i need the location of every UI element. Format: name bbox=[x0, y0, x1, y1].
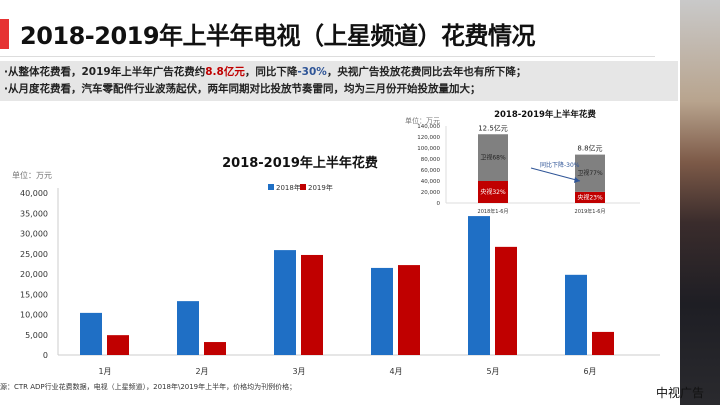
legend-swatch-2018 bbox=[268, 184, 274, 190]
inset-bar-cctv bbox=[478, 181, 508, 203]
bar-2019年-2月 bbox=[204, 342, 226, 355]
city-photo-strip bbox=[680, 0, 720, 405]
bar-2019年-1月 bbox=[107, 335, 129, 355]
source-note: 源：CTR ADP行业花费数据，电视（上星频道），2018年\2019年上半年，… bbox=[0, 383, 297, 391]
inset-label-satellite: 卫视77% bbox=[577, 169, 603, 177]
unit-label: 单位：万元 bbox=[12, 170, 52, 180]
inset-unit-label: 单位：万元 bbox=[405, 116, 440, 125]
trend-arrow-icon bbox=[530, 167, 581, 182]
inset-y-tick-label: 80,000 bbox=[421, 157, 441, 163]
bar-2019年-5月 bbox=[495, 246, 517, 355]
bar-2019年-6月 bbox=[592, 331, 614, 355]
y-tick-label: 40,000 bbox=[20, 189, 48, 198]
inset-total-label: 12.5亿元 bbox=[478, 123, 508, 132]
summary-line-1: ·从整体花费看，2019年上半年广告花费约8.8亿元，同比下降-30%，央视广告… bbox=[4, 64, 674, 81]
inset-y-tick-label: 20,000 bbox=[421, 190, 441, 196]
page-title: 2018-2019年上半年电视（上星频道）花费情况 bbox=[20, 22, 536, 50]
inset-bar-cctv bbox=[575, 191, 605, 203]
x-tick-label: 3月 bbox=[292, 367, 305, 376]
inset-label-cctv: 央视23% bbox=[577, 193, 603, 201]
bar-2018年-6月 bbox=[565, 274, 587, 355]
y-tick-label: 20,000 bbox=[20, 270, 48, 279]
pct-highlight: -30% bbox=[297, 66, 327, 78]
bar-2018年-2月 bbox=[177, 301, 199, 355]
inset-chart-title: 2018-2019年上半年花费 bbox=[494, 109, 596, 120]
x-tick-label: 1月 bbox=[98, 367, 111, 376]
legend-label-2018: 2018年 bbox=[276, 183, 301, 192]
bar-2018年-1月 bbox=[80, 312, 102, 355]
total-highlight: 8.8亿元 bbox=[205, 66, 245, 78]
main-chart-title: 2018-2019年上半年花费 bbox=[222, 155, 378, 171]
title-divider bbox=[0, 56, 655, 57]
inset-y-tick-label: 0 bbox=[437, 201, 441, 207]
inset-label-satellite: 卫视68% bbox=[480, 154, 506, 162]
y-tick-label: 35,000 bbox=[20, 209, 48, 218]
summary-line-2: ·从月度花费看，汽车零配件行业波荡起伏，两年同期对比投放节奏雷同，均为三月份开始… bbox=[4, 83, 481, 95]
y-tick-label: 25,000 bbox=[20, 250, 48, 259]
inset-label-cctv: 央视32% bbox=[480, 188, 506, 196]
summary-text: ，同比下降 bbox=[244, 66, 298, 78]
inset-bar-satellite bbox=[478, 134, 508, 181]
inset-y-tick-label: 40,000 bbox=[421, 179, 441, 185]
bar-2018年-4月 bbox=[371, 267, 393, 355]
inset-y-tick-label: 120,000 bbox=[417, 135, 440, 141]
title-accent-bar bbox=[0, 19, 9, 49]
x-tick-label: 6月 bbox=[583, 367, 596, 376]
inset-y-tick-label: 140,000 bbox=[417, 124, 440, 130]
bar-2019年-4月 bbox=[398, 265, 420, 355]
inset-x-tick-label: 2019年1-6月 bbox=[575, 208, 606, 215]
y-tick-label: 5,000 bbox=[25, 331, 48, 340]
bar-2018年-3月 bbox=[274, 250, 296, 355]
inset-x-tick-label: 2018年1-6月 bbox=[478, 208, 509, 215]
summary-text: ，央视广告投放花费同比去年也有所下降； bbox=[326, 66, 527, 78]
y-tick-label: 15,000 bbox=[20, 290, 48, 299]
x-tick-label: 2月 bbox=[195, 367, 208, 376]
inset-total-label: 8.8亿元 bbox=[577, 144, 602, 153]
y-tick-label: 10,000 bbox=[20, 311, 48, 320]
brand-logo-text: 中视广告 bbox=[656, 386, 705, 400]
summary-box: ·从整体花费看，2019年上半年广告花费约8.8亿元，同比下降-30%，央视广告… bbox=[0, 61, 678, 101]
summary-text: ·从整体花费看，2019年上半年广告花费约 bbox=[4, 66, 206, 78]
legend-label-2019: 2019年 bbox=[308, 183, 333, 192]
y-tick-label: 30,000 bbox=[20, 230, 48, 239]
inset-y-tick-label: 60,000 bbox=[421, 168, 441, 174]
x-tick-label: 4月 bbox=[389, 367, 402, 376]
y-tick-label: 0 bbox=[43, 351, 48, 360]
inset-y-tick-label: 100,000 bbox=[417, 146, 440, 152]
arrow-head-icon bbox=[574, 177, 580, 183]
inset-annotation: 同比下降-30% bbox=[540, 161, 580, 169]
legend-swatch-2019 bbox=[300, 184, 306, 190]
bar-2018年-5月 bbox=[468, 216, 490, 355]
inset-bar-satellite bbox=[575, 154, 605, 192]
x-tick-label: 5月 bbox=[486, 367, 499, 376]
bar-2019年-3月 bbox=[301, 254, 323, 355]
